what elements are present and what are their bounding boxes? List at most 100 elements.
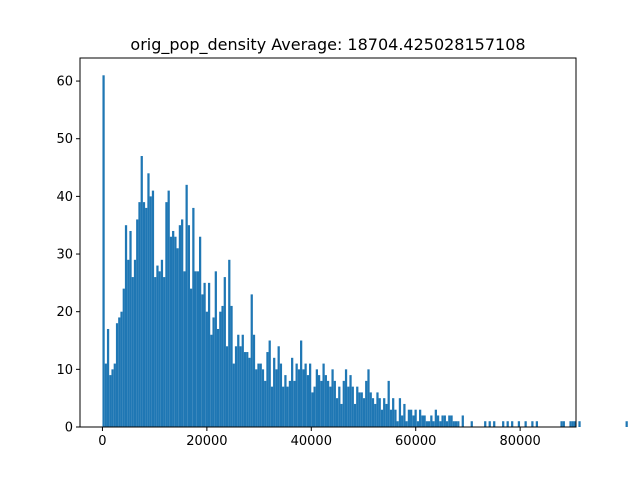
x-tick-label: 80000 [499, 434, 540, 449]
histogram-bar [351, 386, 354, 427]
histogram-bar [578, 421, 581, 427]
y-tick-label: 10 [56, 363, 73, 378]
histogram-bar [300, 340, 303, 427]
histogram-bar [405, 421, 408, 427]
histogram-bar [268, 340, 271, 427]
histogram-bar [335, 398, 339, 427]
histogram-bar [293, 380, 296, 428]
histogram-bar [365, 380, 368, 428]
histogram-bar [295, 363, 298, 427]
histogram-bar [396, 421, 399, 427]
histogram-bar [192, 207, 195, 427]
histogram-bar [421, 415, 424, 427]
chart-title: orig_pop_density Average: 18704.42502815… [130, 35, 525, 55]
histogram-bar [410, 409, 413, 427]
histogram-bar [277, 346, 280, 427]
histogram-bar [250, 294, 253, 427]
histogram-bar [439, 421, 442, 427]
histogram-bar [219, 311, 222, 427]
histogram-bar [169, 236, 173, 427]
histogram-bar [502, 421, 505, 427]
histogram-bar [493, 421, 496, 427]
histogram-bar [322, 363, 325, 427]
histogram-bar [356, 386, 359, 427]
histogram-bar [212, 317, 215, 427]
histogram-bar [142, 202, 146, 427]
histogram-bar [349, 375, 352, 427]
y-tick-label: 20 [56, 305, 73, 320]
histogram-bar [133, 259, 137, 427]
histogram-bar [338, 386, 341, 427]
histogram-bar [255, 369, 258, 427]
histogram-bar [109, 375, 112, 427]
histogram-bar [360, 392, 363, 427]
y-tick-label: 0 [65, 421, 73, 436]
histogram-bar [172, 230, 175, 427]
histogram-bar [237, 334, 240, 427]
histogram-bar [176, 248, 179, 427]
histogram-bar [367, 369, 370, 427]
histogram-bar [174, 236, 177, 427]
histogram-bar [506, 421, 509, 427]
histogram-bar [147, 173, 150, 427]
histogram-bar [140, 156, 143, 427]
histogram-bar [392, 398, 395, 427]
histogram-bar [181, 219, 184, 427]
histogram-bar [207, 282, 211, 427]
histogram-bar [279, 363, 283, 427]
histogram-bar [326, 380, 330, 428]
histogram-bar [273, 357, 276, 427]
x-tick-label: 40000 [291, 434, 332, 449]
histogram-bar [246, 352, 249, 427]
histogram-bar [156, 265, 159, 427]
histogram-bar [333, 380, 336, 428]
histogram-bar [259, 363, 262, 427]
histogram-bar [187, 225, 191, 427]
histogram-bar [562, 421, 565, 427]
histogram-bar [266, 352, 269, 427]
y-tick-label: 50 [56, 132, 73, 147]
histogram-bar [291, 357, 294, 427]
histogram-bar [414, 409, 417, 427]
x-tick-label: 60000 [395, 434, 436, 449]
histogram-bar [178, 225, 182, 427]
histogram-bar [434, 409, 437, 427]
histogram-bar [394, 409, 397, 427]
histogram-bar [214, 271, 217, 427]
histogram-bar [419, 409, 422, 427]
histogram-bar [183, 271, 186, 427]
histogram-bar [441, 415, 444, 427]
histogram-bar [154, 277, 157, 427]
histogram-bar [425, 421, 428, 427]
histogram-bar [457, 421, 460, 427]
x-axis: 0 20000 40000 60000 80000 [98, 427, 541, 449]
histogram-bar [573, 421, 577, 427]
histogram-bar [448, 415, 451, 427]
histogram-bar [371, 398, 375, 427]
histogram-bar [203, 282, 206, 427]
histogram-bar [511, 421, 514, 427]
histogram-bar [315, 369, 318, 427]
histogram-bar [535, 421, 538, 427]
histogram-bar [531, 421, 534, 427]
histogram-bar [286, 386, 289, 427]
histogram-bar [111, 369, 114, 427]
histogram-bar [430, 415, 433, 427]
histogram-bar [151, 190, 155, 427]
histogram-bar [252, 334, 256, 427]
histogram-bar [239, 346, 242, 427]
x-tick-label: 20000 [186, 434, 227, 449]
histogram-bar [401, 415, 404, 427]
histogram-bar [190, 288, 193, 428]
histogram-bar [216, 328, 220, 427]
histogram-bar [288, 380, 292, 428]
histogram-bar [221, 305, 224, 427]
histogram-bar [436, 415, 440, 427]
histogram-bar [149, 196, 152, 428]
histogram-bar [443, 415, 446, 427]
histogram-bar [313, 386, 316, 427]
histogram-bar [398, 398, 402, 427]
histogram-bar [320, 380, 323, 428]
histogram-bar [484, 421, 487, 427]
histogram-bar [331, 369, 334, 427]
